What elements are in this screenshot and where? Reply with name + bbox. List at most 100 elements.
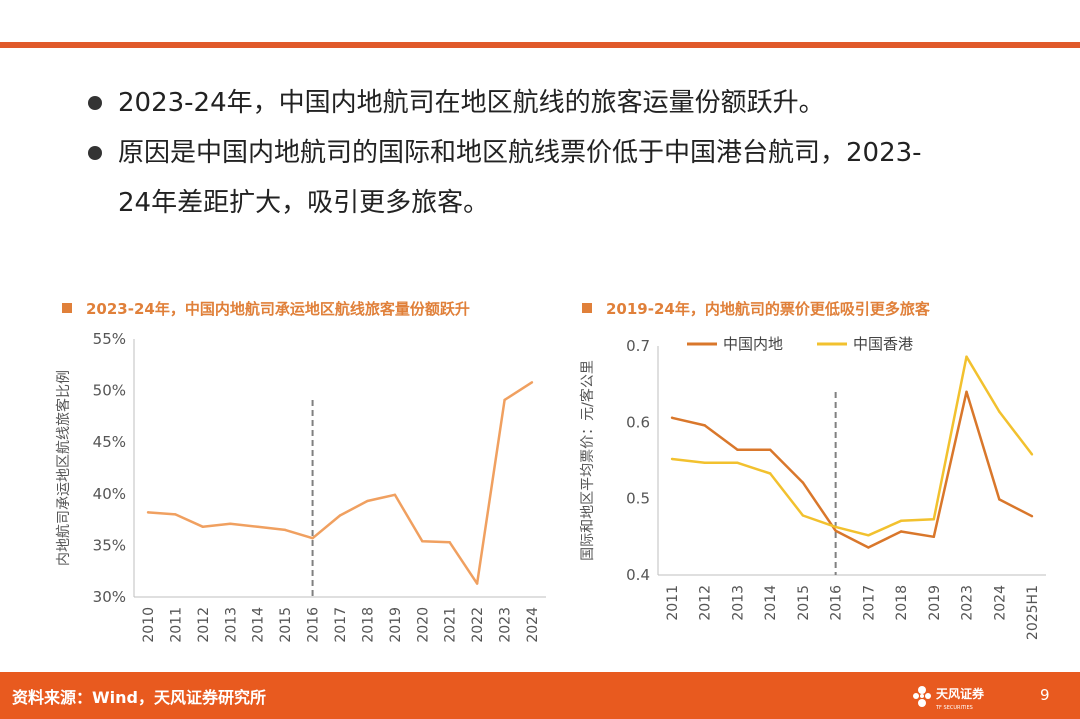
y-tick-label: 0.5: [626, 490, 650, 508]
data-point: [503, 398, 506, 402]
data-point: [421, 540, 424, 543]
y-tick-label: 45%: [93, 433, 126, 451]
series-line-1: [147, 381, 533, 585]
series-line-2: [671, 355, 1033, 537]
source-note: 资料来源：Wind，天风证券研究所: [12, 688, 266, 707]
data-point: [932, 518, 936, 521]
tf-securities-logo: 天风证券 TF SECURITIES: [913, 686, 985, 711]
bullet-text: 2023-24年，中国内地航司在地区航线的旅客运量份额跃升。: [118, 88, 825, 118]
x-tick-label: 2011: [168, 607, 184, 643]
x-tick-label: 2011: [665, 585, 681, 621]
page-number: 9: [1040, 686, 1050, 704]
left-chart-title-text: 2023-24年，中国内地航司承运地区航线旅客量份额跃升: [86, 300, 470, 318]
x-tick-label: 2018: [360, 607, 376, 643]
series-line-1: [671, 390, 1033, 549]
x-tick-label: 2023: [960, 585, 976, 621]
data-point: [201, 525, 205, 529]
data-point: [834, 529, 837, 532]
title-square-icon: [582, 303, 592, 313]
y-tick-label: 55%: [93, 330, 126, 348]
data-point: [736, 448, 739, 452]
data-point: [899, 519, 903, 523]
logo-subtext: TF SECURITIES: [935, 705, 973, 711]
logo-text: 天风证券: [936, 686, 985, 701]
data-point: [311, 536, 314, 540]
x-tick-label: 2017: [861, 585, 877, 621]
legend-label: 中国内地: [723, 335, 783, 353]
data-point: [801, 481, 805, 484]
data-point: [998, 410, 1001, 413]
x-tick-label: 2013: [730, 585, 746, 621]
data-point: [768, 472, 772, 475]
top-accent-bar: [0, 42, 1080, 48]
x-tick-label: 2016: [306, 607, 322, 643]
left-chart-title: 2023-24年，中国内地航司承运地区航线旅客量份额跃升: [62, 298, 470, 319]
data-point: [530, 381, 534, 384]
y-tick-label: 30%: [93, 588, 126, 606]
x-tick-label: 2014: [251, 607, 267, 643]
data-point: [670, 457, 674, 461]
x-tick-label: 2016: [829, 585, 845, 621]
data-point: [670, 416, 674, 419]
x-tick-label: 2014: [763, 585, 779, 621]
x-tick-label: 2015: [796, 585, 812, 621]
data-point: [703, 461, 706, 464]
bullet-dot: [88, 96, 102, 110]
y-tick-label: 0.6: [626, 413, 650, 431]
bullet-item: 原因是中国内地航司的国际和地区航线票价低于中国港台航司，2023-: [88, 128, 1018, 178]
data-point: [867, 546, 870, 549]
y-tick-label: 35%: [93, 536, 126, 554]
data-point: [932, 535, 936, 539]
right-chart: 0.4 0.5 0.6 0.7 2011 2012 2013 2014 2015 2016 2017…: [579, 335, 1046, 640]
y-tick-label: 40%: [93, 485, 126, 503]
y-tick-label: 50%: [93, 382, 126, 400]
data-point: [899, 530, 903, 533]
data-point: [475, 582, 479, 585]
legend-label: 中国香港: [853, 335, 913, 353]
right-chart-title-text: 2019-24年，内地航司的票价更低吸引更多旅客: [606, 300, 930, 318]
data-point: [146, 511, 150, 514]
data-point: [1030, 515, 1034, 518]
x-tick-label: 2024: [525, 607, 541, 643]
x-tick-label: 2010: [141, 607, 157, 643]
x-tick-label: 2025H1: [1025, 585, 1041, 640]
x-tick-label: 2015: [278, 607, 294, 643]
bullet-text: 原因是中国内地航司的国际和地区航线票价低于中国港台航司，2023-: [118, 138, 922, 168]
data-point: [736, 461, 739, 464]
data-point: [998, 498, 1001, 501]
data-point: [448, 541, 451, 544]
data-point: [834, 525, 837, 529]
x-tick-label: 2021: [443, 607, 459, 643]
data-point: [174, 513, 177, 516]
title-square-icon: [62, 303, 72, 313]
data-point: [801, 514, 805, 517]
x-tick-label: 2012: [196, 607, 212, 643]
data-point: [338, 514, 342, 517]
data-point: [768, 448, 772, 452]
data-point: [1030, 453, 1034, 456]
bullet-text: 24年差距扩大，吸引更多旅客。: [118, 188, 490, 218]
footer-bar: 资料来源：Wind，天风证券研究所 天风证券 TF SECURITIES 9: [0, 672, 1080, 719]
x-tick-label: 2022: [470, 607, 486, 643]
x-tick-label: 2013: [223, 607, 239, 643]
bullet-dot: [88, 146, 102, 160]
data-point: [867, 534, 870, 537]
data-point: [256, 525, 259, 529]
y-tick-label: 0.7: [626, 337, 650, 355]
right-chart-title: 2019-24年，内地航司的票价更低吸引更多旅客: [582, 298, 930, 319]
left-chart: 30% 35% 40% 45% 50% 55% 2010 2011 2012 2013 2014 20…: [55, 330, 546, 643]
y-axis-title: 国际和地区平均票价：元/客公里: [579, 360, 596, 561]
y-tick-label: 0.4: [626, 566, 650, 584]
bullet-list: 2023-24年，中国内地航司在地区航线的旅客运量份额跃升。 原因是中国内地航司…: [88, 78, 1018, 228]
data-point: [366, 499, 369, 503]
data-point: [965, 355, 968, 358]
x-tick-label: 2023: [498, 607, 514, 643]
x-tick-label: 2024: [992, 585, 1008, 621]
data-point: [965, 390, 968, 393]
data-point: [283, 528, 287, 532]
x-tick-label: 2019: [388, 607, 404, 643]
y-axis-title: 内地航司承运地区航线旅客比例: [55, 370, 72, 566]
x-tick-label: 2020: [415, 607, 431, 643]
x-tick-label: 2019: [927, 585, 943, 621]
x-tick-label: 2018: [894, 585, 910, 621]
